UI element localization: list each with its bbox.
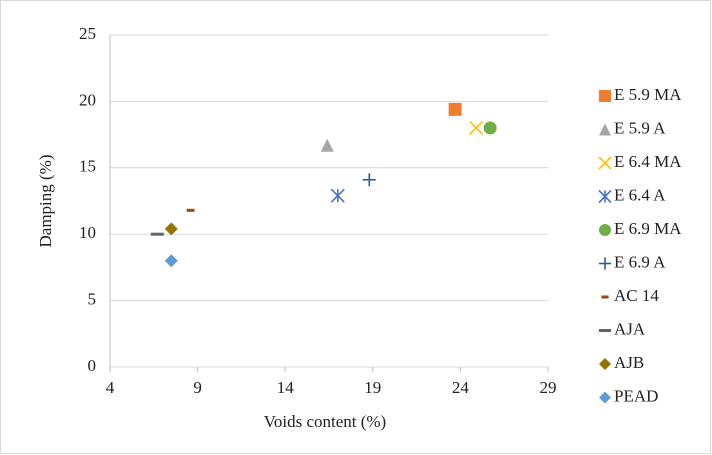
legend-marker: [599, 90, 611, 102]
marker: [483, 121, 497, 135]
legend-marker: [599, 358, 611, 370]
legend-marker: [599, 224, 611, 236]
legend-label: E 6.4 A: [614, 185, 666, 204]
x-tick-label: 19: [364, 378, 381, 397]
marker: [362, 173, 376, 187]
marker-shape: [320, 138, 334, 152]
marker-stroke: [469, 120, 484, 136]
legend-marker: [598, 156, 612, 170]
marker: [448, 102, 462, 116]
y-tick-label: 10: [79, 223, 96, 242]
x-tick-label: 9: [193, 378, 202, 397]
marker: [469, 120, 484, 136]
legend-marker: [599, 123, 611, 136]
x-axis-title: Voids content (%): [264, 412, 386, 431]
legend-marker: [598, 189, 612, 204]
legend-label: AJA: [614, 319, 646, 338]
legend-label: E 6.9 MA: [614, 219, 682, 238]
marker-stroke: [598, 156, 612, 170]
marker-shape: [164, 254, 178, 268]
y-tick-label: 5: [88, 290, 97, 309]
x-tick-label: 4: [106, 378, 115, 397]
y-tick-label: 0: [88, 356, 97, 375]
y-tick-label: 25: [79, 24, 96, 43]
marker-shape: [599, 224, 611, 236]
x-tick-label: 14: [277, 378, 295, 397]
legend-label: AC 14: [614, 286, 659, 305]
marker-shape: [448, 102, 462, 116]
legend-label: AJB: [614, 353, 644, 372]
marker: [164, 254, 178, 268]
marker: [164, 222, 178, 236]
legend-label: E 5.9 MA: [614, 85, 682, 104]
legend-label: PEAD: [614, 386, 658, 405]
y-tick-label: 20: [79, 90, 96, 109]
marker-shape: [599, 123, 611, 136]
marker-shape: [599, 358, 611, 370]
x-tick-label: 29: [540, 378, 557, 397]
x-tick-label: 24: [452, 378, 470, 397]
marker: [320, 138, 334, 152]
legend-marker: [599, 257, 611, 270]
marker-shape: [599, 90, 611, 102]
marker-shape: [483, 121, 497, 135]
y-tick-label: 15: [79, 157, 96, 176]
legend-label: E 5.9 A: [614, 118, 666, 137]
legend-label: E 6.4 MA: [614, 152, 682, 171]
marker-shape: [164, 222, 178, 236]
y-axis-title: Damping (%): [36, 154, 55, 247]
marker-shape: [599, 391, 611, 404]
marker: [330, 188, 345, 203]
legend-label: E 6.9 A: [614, 252, 666, 271]
legend-marker: [599, 391, 611, 404]
